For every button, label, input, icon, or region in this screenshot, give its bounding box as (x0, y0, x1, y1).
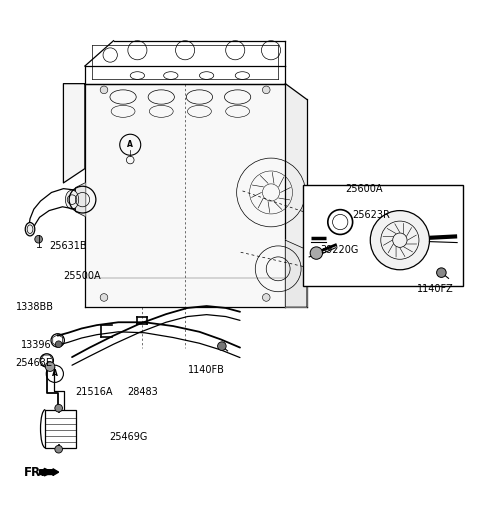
Text: 25600A: 25600A (345, 184, 383, 193)
Text: 1140FZ: 1140FZ (417, 284, 454, 294)
FancyArrow shape (39, 469, 59, 475)
Polygon shape (75, 183, 85, 216)
Text: A: A (52, 370, 58, 378)
Text: 25463E: 25463E (15, 358, 52, 369)
Text: 25469G: 25469G (109, 432, 147, 442)
Circle shape (437, 268, 446, 277)
Circle shape (310, 247, 323, 259)
Circle shape (217, 342, 226, 350)
Text: A: A (127, 140, 133, 149)
Circle shape (55, 341, 62, 348)
Circle shape (55, 445, 62, 453)
Circle shape (263, 294, 270, 301)
Text: 28483: 28483 (127, 387, 157, 397)
Text: 25631B: 25631B (49, 241, 87, 251)
Bar (303, 185, 463, 286)
Circle shape (35, 235, 42, 243)
Circle shape (55, 404, 62, 412)
Polygon shape (285, 240, 307, 307)
Text: 21516A: 21516A (76, 387, 113, 397)
Bar (45, 410, 76, 448)
Text: 1338BB: 1338BB (16, 302, 54, 312)
Text: 13396: 13396 (21, 340, 51, 350)
Ellipse shape (65, 190, 79, 209)
Text: 25500A: 25500A (63, 271, 101, 281)
Circle shape (263, 86, 270, 94)
Text: 1140FB: 1140FB (188, 365, 225, 375)
Polygon shape (63, 83, 85, 183)
Circle shape (370, 211, 430, 270)
Circle shape (100, 86, 108, 94)
Text: FR.: FR. (24, 466, 46, 478)
Polygon shape (285, 83, 307, 307)
Text: 25623R: 25623R (352, 210, 390, 220)
Polygon shape (85, 83, 285, 307)
Ellipse shape (25, 222, 35, 236)
Circle shape (45, 362, 55, 372)
Text: 39220G: 39220G (320, 245, 359, 254)
Circle shape (100, 294, 108, 301)
